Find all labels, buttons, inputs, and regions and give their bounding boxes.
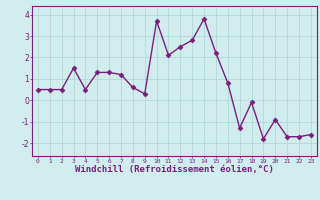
X-axis label: Windchill (Refroidissement éolien,°C): Windchill (Refroidissement éolien,°C) <box>75 165 274 174</box>
